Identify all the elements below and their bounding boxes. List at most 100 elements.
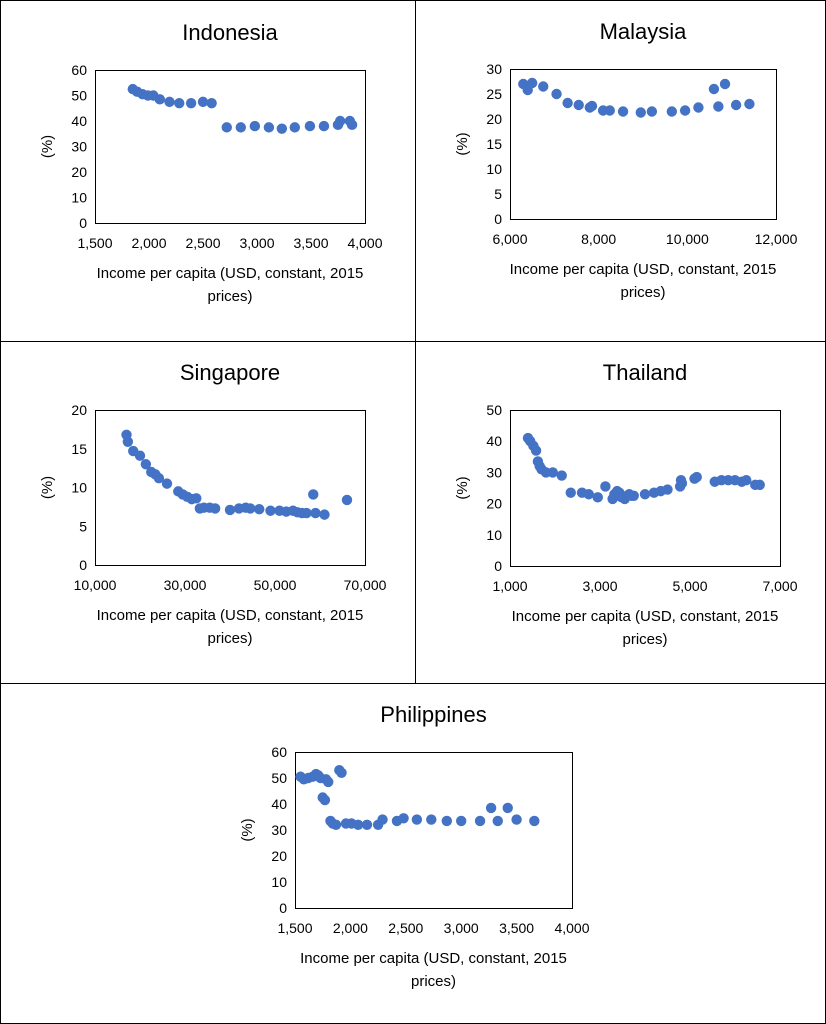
- data-point: [592, 492, 603, 503]
- data-point: [676, 478, 688, 489]
- y-tick-label: 30: [486, 61, 502, 77]
- y-tick-label: 40: [271, 796, 287, 812]
- y-tick-label: 30: [71, 139, 87, 155]
- x-tick-label: 2,000: [131, 235, 166, 251]
- data-point: [153, 473, 165, 484]
- chart-singapore: Singapore 0 5 10 15 20 10,000 30,000 50,000 70,00…: [0, 342, 415, 683]
- data-point: [529, 815, 540, 827]
- data-point: [511, 814, 522, 825]
- y-tick-label: 0: [279, 900, 287, 916]
- data-point: [122, 436, 134, 447]
- y-tick-label: 60: [71, 62, 87, 78]
- data-point: [398, 813, 409, 824]
- y-tick-label: 50: [271, 770, 287, 786]
- data-point: [708, 83, 720, 95]
- data-point: [319, 794, 331, 806]
- data-point: [411, 814, 423, 825]
- data-point: [646, 106, 658, 117]
- data-point: [310, 507, 321, 519]
- data-point: [713, 101, 724, 112]
- data-point: [330, 819, 342, 830]
- y-tick-label: 20: [486, 496, 502, 512]
- data-point: [206, 97, 217, 109]
- y-tick-label: 50: [71, 88, 87, 104]
- chart-svg: Indonesia 0 10 20 30 40 50 60 1,500 2,000 2,500 3,0…: [39, 20, 383, 305]
- data-point: [426, 814, 437, 825]
- data-point: [547, 467, 558, 478]
- y-tick-label: 25: [486, 86, 502, 102]
- data-point: [197, 96, 209, 108]
- data-point: [308, 489, 319, 500]
- y-axis-label: (%): [239, 818, 256, 841]
- y-tick-label: 15: [486, 136, 502, 152]
- x-tick-label: 12,000: [755, 231, 798, 247]
- data-point: [744, 98, 755, 110]
- data-point: [526, 77, 538, 89]
- data-point: [254, 504, 265, 515]
- data-point: [485, 802, 497, 814]
- chart-title: Philippines: [380, 702, 486, 727]
- y-tick-label: 30: [271, 822, 287, 838]
- y-tick-label: 0: [494, 211, 502, 227]
- x-tick-label: 3,000: [582, 578, 617, 594]
- data-point: [556, 470, 567, 481]
- y-axis-label: (%): [454, 476, 471, 499]
- data-point: [730, 99, 742, 111]
- data-point: [154, 94, 165, 105]
- data-point: [583, 489, 594, 500]
- data-point: [235, 122, 246, 133]
- x-tick-label: 70,000: [344, 577, 387, 593]
- data-point: [319, 509, 330, 520]
- data-point: [209, 503, 221, 514]
- x-axis-label: Income per capita (USD, constant, 2015: [510, 261, 777, 278]
- data-point: [276, 123, 288, 134]
- x-tick-label: 30,000: [164, 577, 207, 593]
- y-tick-label: 60: [271, 744, 287, 760]
- data-point: [185, 97, 197, 109]
- data-point: [573, 99, 584, 111]
- x-tick-label: 3,000: [444, 920, 479, 936]
- data-point: [474, 815, 486, 827]
- data-point: [263, 122, 275, 133]
- data-point: [341, 494, 353, 506]
- x-axis-label: prices): [411, 973, 456, 990]
- plot-area: [510, 69, 777, 220]
- data-point: [754, 479, 765, 491]
- data-point: [693, 102, 704, 113]
- data-point: [639, 489, 651, 500]
- data-point: [336, 767, 347, 778]
- data-point: [265, 505, 276, 516]
- data-point: [377, 814, 388, 825]
- y-tick-label: 10: [271, 874, 287, 890]
- plot-area: [510, 410, 781, 567]
- data-point: [719, 78, 731, 90]
- y-tick-label: 20: [486, 111, 502, 127]
- x-tick-label: 1,000: [492, 578, 527, 594]
- data-point: [334, 115, 346, 127]
- y-tick-label: 15: [71, 441, 87, 457]
- x-axis-label: prices): [622, 631, 667, 648]
- chart-title: Singapore: [180, 360, 280, 385]
- chart-title: Indonesia: [182, 20, 278, 45]
- y-tick-label: 0: [79, 215, 87, 231]
- chart-svg: Malaysia 0 5 10 15 20 25 30 6,000 8,000 10,000 12,0…: [454, 19, 798, 301]
- y-tick-label: 40: [71, 113, 87, 129]
- x-tick-label: 50,000: [254, 577, 297, 593]
- data-point: [191, 493, 202, 504]
- plot-area: [95, 70, 366, 224]
- data-point: [679, 105, 691, 116]
- y-tick-label: 5: [494, 186, 502, 202]
- x-axis-label: Income per capita (USD, constant, 2015: [512, 608, 779, 625]
- data-point: [492, 815, 503, 827]
- data-point: [502, 802, 513, 814]
- y-axis-label: (%): [39, 476, 56, 499]
- data-point: [562, 97, 573, 109]
- y-tick-label: 10: [486, 527, 502, 543]
- data-point: [635, 107, 646, 118]
- x-tick-label: 8,000: [581, 231, 616, 247]
- data-point: [221, 122, 232, 133]
- chart-title: Malaysia: [600, 19, 688, 44]
- y-tick-label: 0: [79, 557, 87, 573]
- x-axis-label: Income per capita (USD, constant, 2015: [97, 265, 364, 282]
- data-point: [134, 450, 146, 461]
